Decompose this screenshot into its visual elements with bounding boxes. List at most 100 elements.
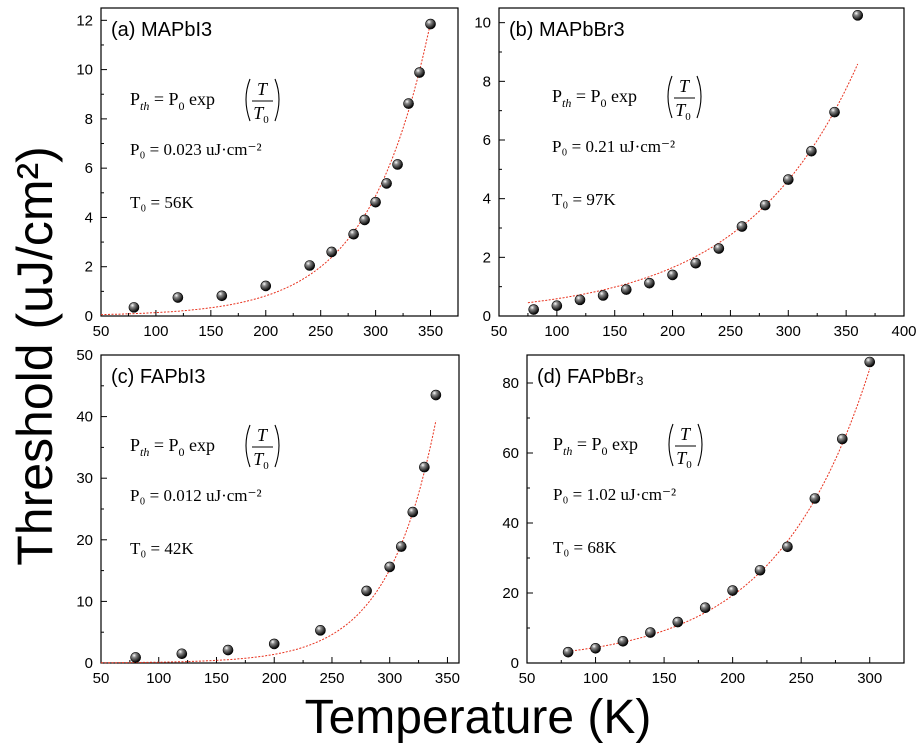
x-tick-label: 250 [319,670,344,687]
y-tick-label: 8 [85,111,93,128]
data-point [672,616,684,628]
data-point [395,541,407,552]
data-point [268,638,280,650]
y-tick-label: 0 [85,655,93,672]
x-tick-label: 150 [198,323,223,340]
fit-curve [527,63,859,304]
right-paren [274,78,280,122]
plot-frame [526,354,905,664]
y-tick-label: 6 [483,132,491,149]
y-tick-label: 4 [483,191,491,208]
fraction-denominator: T0 [253,449,269,472]
right-paren [274,424,280,468]
data-point [617,635,629,647]
fraction-numerator: T [679,76,691,96]
data-point [864,356,876,368]
data-point [326,246,337,258]
data-point [425,18,436,30]
x-tick-label: 200 [262,670,287,687]
left-paren [668,423,674,467]
y-tick-label: 4 [85,209,93,226]
left-paren [245,78,251,122]
data-point [644,277,655,289]
y-tick-label: 40 [76,409,93,426]
x-tick-label: 250 [308,323,333,340]
x-tick-label: 350 [435,670,460,687]
data-point [782,174,794,185]
data-point [130,652,141,663]
x-tick-label: 300 [776,323,801,340]
data-point [384,561,396,573]
equation-lhs: Pth = P0 exp [552,86,637,110]
data-point [381,178,392,189]
fit-curve [101,22,431,316]
plot-frame [100,7,459,317]
x-axis-title: Temperature (K) [305,691,652,744]
y-axis-title: Threshold (uJ/cm²) [7,146,63,566]
data-point [403,98,414,109]
p0-value: P₀ = 0.012 uJ·cm⁻² [130,486,262,505]
data-point [359,214,370,226]
t0-value: T₀ = 97K [552,190,616,209]
data-point [128,302,140,313]
data-point [430,389,442,401]
data-point [645,627,656,638]
y-tick-label: 40 [502,515,519,532]
data-point [597,290,609,301]
x-tick-label: 50 [491,323,508,340]
x-tick-label: 400 [891,323,916,340]
data-point [852,10,864,21]
data-point [690,257,702,269]
data-point [348,228,359,240]
x-tick-label: 300 [857,670,882,687]
x-tick-label: 100 [544,323,569,340]
equation-lhs: Pth = P0 exp [130,435,215,459]
panel-title: (a) MAPbI3 [111,19,212,41]
y-tick-label: 8 [483,73,491,90]
right-paren [696,75,702,119]
plot-frame [498,7,905,317]
data-point [620,284,632,295]
x-tick-label: 150 [652,670,677,687]
panel-c: 50 100 150 200 250 300 350 0 10 20 30 40 50 (c) FAPbI… [76,347,460,687]
data-point [759,199,771,211]
x-tick-label: 250 [718,323,743,340]
data-point [176,648,188,660]
panel-a: 50 100 150 200 250 300 350 0 2 4 6 8 10 12 (a) MAPbI3 P… [76,7,459,340]
y-tick-label: 2 [85,259,93,276]
equation-lhs: Pth = P0 exp [130,89,215,113]
data-point [172,292,184,303]
data-point [407,506,419,518]
data-point [699,602,711,614]
panel-d: 50 100 150 200 250 300 0 20 40 60 80 (d) FAPbBr₃ Pth… [502,354,905,687]
data-point [590,642,601,654]
data-point [419,461,430,473]
data-point [806,145,817,157]
panel-title: (d) FAPbBr₃ [537,366,644,388]
data-point [829,106,840,118]
y-tick-label: 10 [76,62,93,79]
data-point [370,196,381,208]
data-point [727,585,738,596]
x-tick-label: 100 [143,323,168,340]
x-tick-label: 200 [253,323,278,340]
fit-curve [568,368,871,652]
y-tick-label: 50 [76,347,93,364]
fraction-numerator: T [257,425,269,445]
x-tick-label: 200 [720,670,745,687]
x-tick-label: 350 [418,323,443,340]
y-tick-label: 20 [502,585,519,602]
t0-value: T₀ = 56K [130,193,194,212]
p0-value: P₀ = 0.21 uJ·cm⁻² [552,137,675,156]
fraction-numerator: T [257,79,269,99]
left-paren [667,75,673,119]
data-point [260,280,272,292]
data-point [837,433,848,445]
x-tick-label: 50 [519,670,536,687]
p0-value: P₀ = 1.02 uJ·cm⁻² [553,485,676,504]
data-point [713,243,725,254]
